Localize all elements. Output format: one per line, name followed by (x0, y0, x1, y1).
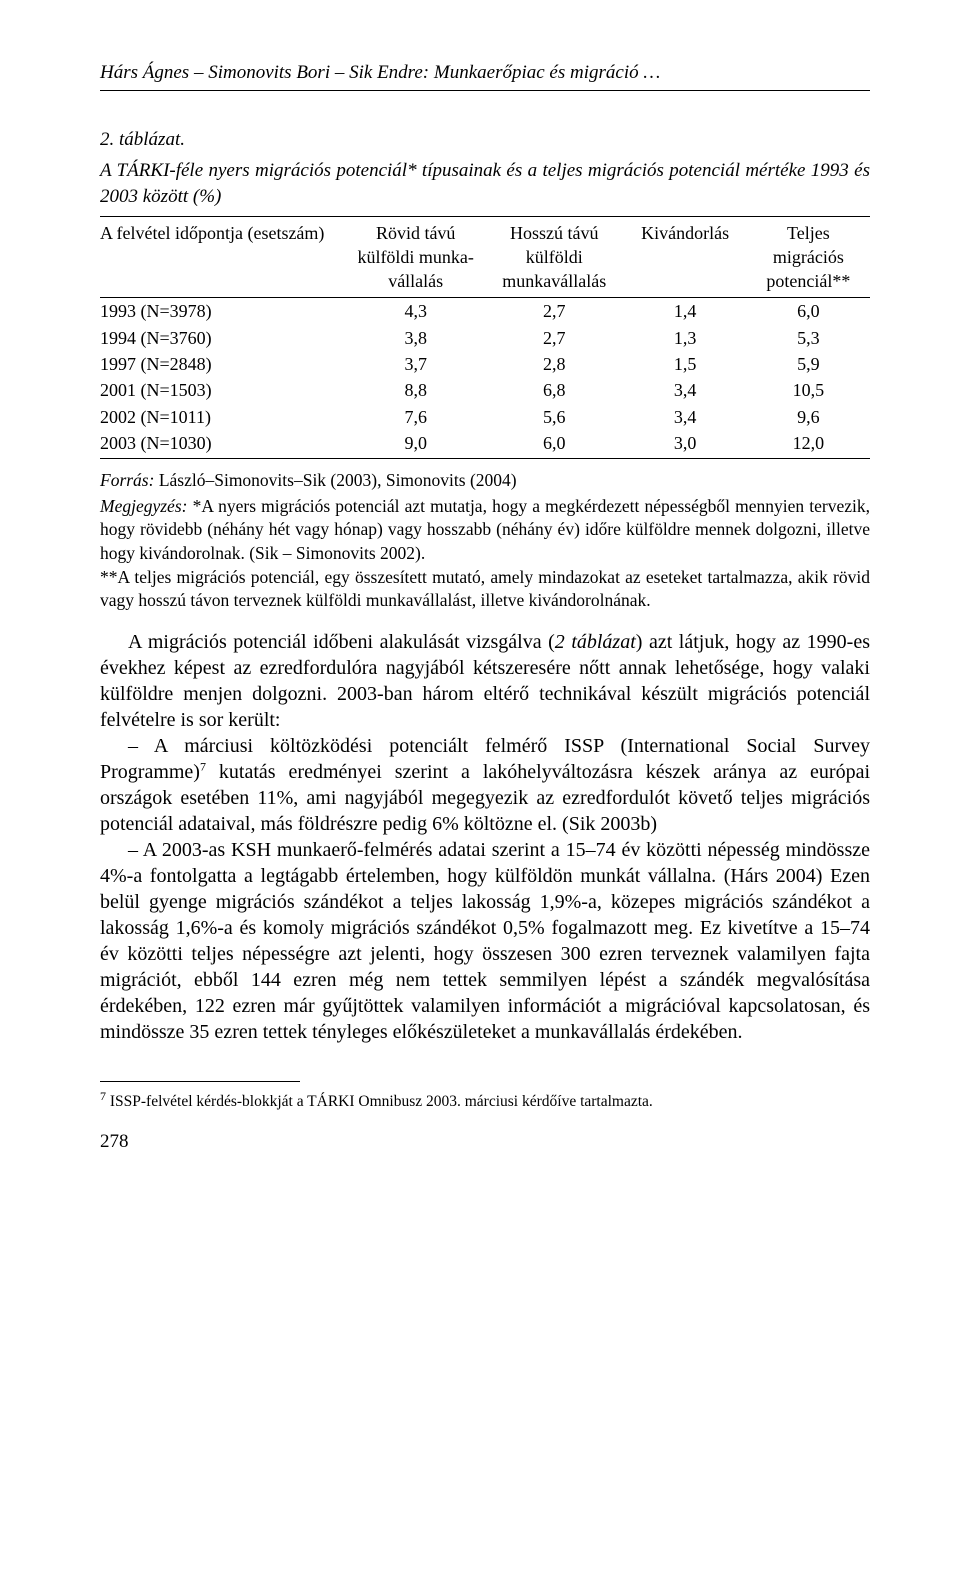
paragraph-2: – A márciusi költözködési potenciált fel… (100, 733, 870, 837)
table-cell: 2003 (N=1030) (100, 430, 346, 459)
table-cell: 6,8 (485, 377, 624, 403)
source-text: László–Simonovits–Sik (2003), Simonovits… (154, 470, 516, 490)
table-source: Forrás: László–Simonovits–Sik (2003), Si… (100, 469, 870, 493)
table-row: 2003 (N=1030)9,06,03,012,0 (100, 430, 870, 459)
note-2: **A teljes migrációs potenciál, egy össz… (100, 567, 870, 611)
note-1: *A nyers migrációs potenciál azt mutatja… (100, 496, 870, 563)
table-cell: 12,0 (747, 430, 870, 459)
table-cell: 10,5 (747, 377, 870, 403)
column-header: Rövid távú külföldi munka-vállalás (346, 216, 485, 298)
table-cell: 5,6 (485, 404, 624, 430)
table-cell: 1,5 (624, 351, 747, 377)
running-head-left: Hárs Ágnes – Simonovits Bori – Sik Endre… (100, 60, 660, 86)
table-cell: 5,3 (747, 325, 870, 351)
paragraph-1: A migrációs potenciál időbeni alakulását… (100, 629, 870, 733)
table-caption-label: 2. táblázat. (100, 127, 870, 153)
table-cell: 3,4 (624, 377, 747, 403)
column-header: Teljes migrációs potenciál** (747, 216, 870, 298)
footnote-rule (100, 1081, 300, 1082)
table-cell: 3,8 (346, 325, 485, 351)
column-header: Kivándorlás (624, 216, 747, 298)
note-label: Megjegyzés: (100, 496, 187, 516)
table-cell: 1994 (N=3760) (100, 325, 346, 351)
table-cell: 6,0 (747, 298, 870, 325)
table-cell: 2002 (N=1011) (100, 404, 346, 430)
footnote: 7 ISSP-felvétel kérdés-blokkját a TÁRKI … (100, 1088, 870, 1113)
body-text: A migrációs potenciál időbeni alakulását… (100, 629, 870, 1045)
table-cell: 4,3 (346, 298, 485, 325)
column-header: A felvétel időpontja (esetszám) (100, 216, 346, 298)
page-number: 278 (100, 1129, 870, 1155)
table-cell: 7,6 (346, 404, 485, 430)
table-cell: 2,7 (485, 298, 624, 325)
table-cell: 9,6 (747, 404, 870, 430)
table-ref: 2 táblázat (555, 631, 636, 653)
paragraph-3: – A 2003-as KSH munkaerő-felmérés adatai… (100, 837, 870, 1045)
table-cell: 1993 (N=3978) (100, 298, 346, 325)
table-row: 1994 (N=3760)3,82,71,35,3 (100, 325, 870, 351)
data-table: A felvétel időpontja (esetszám)Rövid táv… (100, 216, 870, 460)
column-header: Hosszú távú külföldi munkavállalás (485, 216, 624, 298)
table-cell: 3,7 (346, 351, 485, 377)
table-cell: 1,4 (624, 298, 747, 325)
footnote-text: ISSP-felvétel kérdés-blokkját a TÁRKI Om… (106, 1093, 653, 1110)
running-head: Hárs Ágnes – Simonovits Bori – Sik Endre… (100, 60, 870, 91)
table-cell: 8,8 (346, 377, 485, 403)
table-row: 2001 (N=1503)8,86,83,410,5 (100, 377, 870, 403)
table-cell: 6,0 (485, 430, 624, 459)
table-cell: 5,9 (747, 351, 870, 377)
table-cell: 1,3 (624, 325, 747, 351)
table-cell: 2,7 (485, 325, 624, 351)
table-cell: 3,0 (624, 430, 747, 459)
table-row: 1993 (N=3978)4,32,71,46,0 (100, 298, 870, 325)
table-row: 1997 (N=2848)3,72,81,55,9 (100, 351, 870, 377)
table-row: 2002 (N=1011)7,65,63,49,6 (100, 404, 870, 430)
table-caption-title: A TÁRKI-féle nyers migrációs potenciál* … (100, 158, 870, 209)
table-cell: 2001 (N=1503) (100, 377, 346, 403)
table-cell: 3,4 (624, 404, 747, 430)
table-notes: Megjegyzés: *A nyers migrációs potenciál… (100, 495, 870, 613)
table-cell: 9,0 (346, 430, 485, 459)
table-cell: 2,8 (485, 351, 624, 377)
table-cell: 1997 (N=2848) (100, 351, 346, 377)
source-label: Forrás: (100, 470, 154, 490)
